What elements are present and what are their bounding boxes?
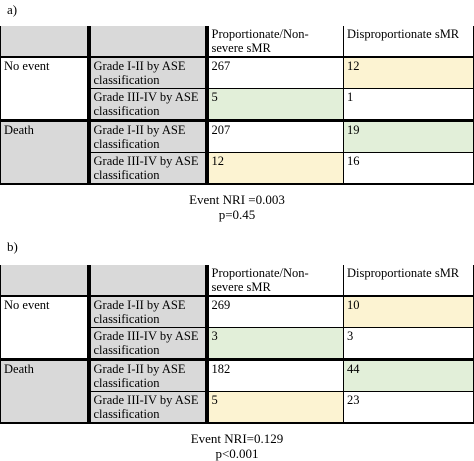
grade-cell: Grade I-II by ASE classification (86, 295, 207, 328)
table-row: Death Grade I-II by ASE classification 2… (0, 119, 474, 153)
group-cell-empty (0, 152, 89, 185)
header-empty-2 (86, 265, 207, 296)
table-header-row: Proportionate/Non-severe sMR Disproporti… (0, 265, 474, 296)
group-cell-empty (0, 391, 89, 424)
header-empty-2 (86, 26, 207, 57)
value-cell-proportionate: 269 (204, 295, 344, 328)
value-cell-proportionate: 5 (204, 88, 344, 121)
value-cell-disproportionate: 10 (343, 295, 474, 328)
value-cell-proportionate: 5 (204, 391, 344, 424)
value-cell-disproportionate: 16 (343, 152, 474, 185)
table-row: Grade III-IV by ASE classification 5 1 (0, 88, 474, 121)
value-cell-disproportionate: 19 (343, 119, 474, 153)
table-row: No event Grade I-II by ASE classificatio… (0, 56, 474, 89)
table-row: Death Grade I-II by ASE classification 1… (0, 358, 474, 392)
grade-cell: Grade III-IV by ASE classification (86, 391, 207, 424)
value-cell-proportionate: 182 (204, 358, 344, 392)
value-cell-proportionate: 3 (204, 327, 344, 360)
table-row: Grade III-IV by ASE classification 12 16 (0, 152, 474, 185)
group-cell-empty (0, 327, 89, 360)
table-row: Grade III-IV by ASE classification 5 23 (0, 391, 474, 424)
nri-table-a: Proportionate/Non-severe sMR Disproporti… (0, 26, 474, 185)
table-header-row: Proportionate/Non-severe sMR Disproporti… (0, 26, 474, 57)
header-empty-1 (0, 265, 89, 296)
header-disproportionate: Disproportionate sMR (343, 26, 474, 57)
header-proportionate: Proportionate/Non-severe sMR (204, 265, 344, 296)
header-disproportionate: Disproportionate sMR (343, 265, 474, 296)
group-cell-no-event: No event (0, 295, 89, 328)
header-empty-1 (0, 26, 89, 57)
value-cell-proportionate: 267 (204, 56, 344, 89)
grade-cell: Grade I-II by ASE classification (86, 358, 207, 392)
event-nri-text: Event NRI=0.129 (190, 431, 284, 446)
value-cell-proportionate: 207 (204, 119, 344, 153)
grade-cell: Grade III-IV by ASE classification (86, 327, 207, 360)
table-row: No event Grade I-II by ASE classificatio… (0, 295, 474, 328)
group-cell-no-event: No event (0, 56, 89, 89)
panel-b-label: b) (7, 239, 18, 254)
header-proportionate: Proportionate/Non-severe sMR (204, 26, 344, 57)
group-cell-death: Death (0, 119, 89, 153)
value-cell-disproportionate: 3 (343, 327, 474, 360)
table-row: Grade III-IV by ASE classification 3 3 (0, 327, 474, 360)
nri-stats-a: Event NRI =0.003 p=0.45 (0, 192, 474, 222)
value-cell-disproportionate: 44 (343, 358, 474, 392)
grade-cell: Grade III-IV by ASE classification (86, 88, 207, 121)
grade-cell: Grade I-II by ASE classification (86, 56, 207, 89)
value-cell-disproportionate: 12 (343, 56, 474, 89)
value-cell-disproportionate: 1 (343, 88, 474, 121)
nri-table-b: Proportionate/Non-severe sMR Disproporti… (0, 265, 474, 424)
p-value-text: p<0.001 (215, 446, 259, 461)
p-value-text: p=0.45 (218, 207, 256, 222)
event-nri-text: Event NRI =0.003 (189, 192, 285, 207)
nri-stats-b: Event NRI=0.129 p<0.001 (0, 431, 474, 461)
panel-a-label: a) (7, 2, 18, 17)
grade-cell: Grade I-II by ASE classification (86, 119, 207, 153)
grade-cell: Grade III-IV by ASE classification (86, 152, 207, 185)
group-cell-empty (0, 88, 89, 121)
value-cell-disproportionate: 23 (343, 391, 474, 424)
value-cell-proportionate: 12 (204, 152, 344, 185)
group-cell-death: Death (0, 358, 89, 392)
